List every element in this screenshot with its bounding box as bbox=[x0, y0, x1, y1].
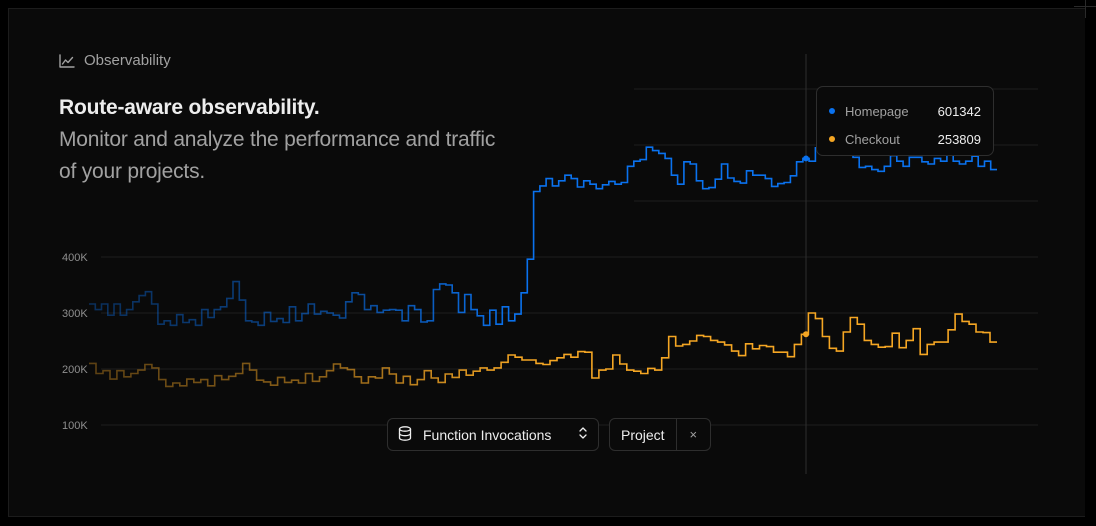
metric-select-label: Function Invocations bbox=[423, 426, 552, 443]
eyebrow: Observability bbox=[59, 52, 171, 69]
checkout-dot bbox=[829, 136, 835, 142]
headline-sub: Monitor and analyze the performance and … bbox=[59, 128, 496, 183]
y-tick-label: 200K bbox=[62, 364, 88, 376]
corner-mark-v bbox=[1085, 0, 1086, 18]
y-tick-label: 300K bbox=[62, 308, 88, 320]
observability-card: Observability Route-aware observability.… bbox=[8, 8, 1085, 517]
headline-lead: Route-aware observability. bbox=[59, 96, 320, 119]
line-chart-icon bbox=[59, 53, 75, 68]
metric-select[interactable]: Function Invocations bbox=[387, 418, 599, 451]
database-icon bbox=[398, 425, 412, 444]
tooltip-row-checkout: Checkout 253809 bbox=[829, 125, 981, 153]
close-icon[interactable]: × bbox=[689, 427, 698, 442]
hover-point-checkout bbox=[803, 331, 809, 338]
tooltip-series-value: 253809 bbox=[937, 131, 981, 147]
series-line-checkout bbox=[89, 312, 997, 388]
traffic-chart[interactable]: 400K 300K 200K 100K bbox=[9, 8, 1085, 517]
homepage-dot bbox=[829, 108, 835, 114]
frame-top-line bbox=[9, 8, 1085, 9]
series-line-homepage bbox=[89, 126, 997, 327]
project-chip-label[interactable]: Project bbox=[610, 419, 677, 450]
y-tick-label: 100K bbox=[62, 420, 88, 432]
project-filter-chip[interactable]: Project × bbox=[609, 418, 711, 451]
headline: Route-aware observability. Monitor and a… bbox=[59, 92, 499, 188]
tooltip-series-name: Checkout bbox=[845, 131, 900, 147]
tooltip-series-name: Homepage bbox=[845, 103, 909, 119]
hover-tooltip: Homepage 601342 Checkout 253809 bbox=[816, 86, 994, 156]
y-tick-label: 400K bbox=[62, 252, 88, 264]
chevron-up-down-icon bbox=[578, 426, 588, 443]
hover-point-homepage bbox=[803, 155, 809, 162]
tooltip-row-homepage: Homepage 601342 bbox=[829, 97, 981, 125]
eyebrow-label: Observability bbox=[84, 52, 171, 69]
tooltip-series-value: 601342 bbox=[937, 103, 981, 119]
